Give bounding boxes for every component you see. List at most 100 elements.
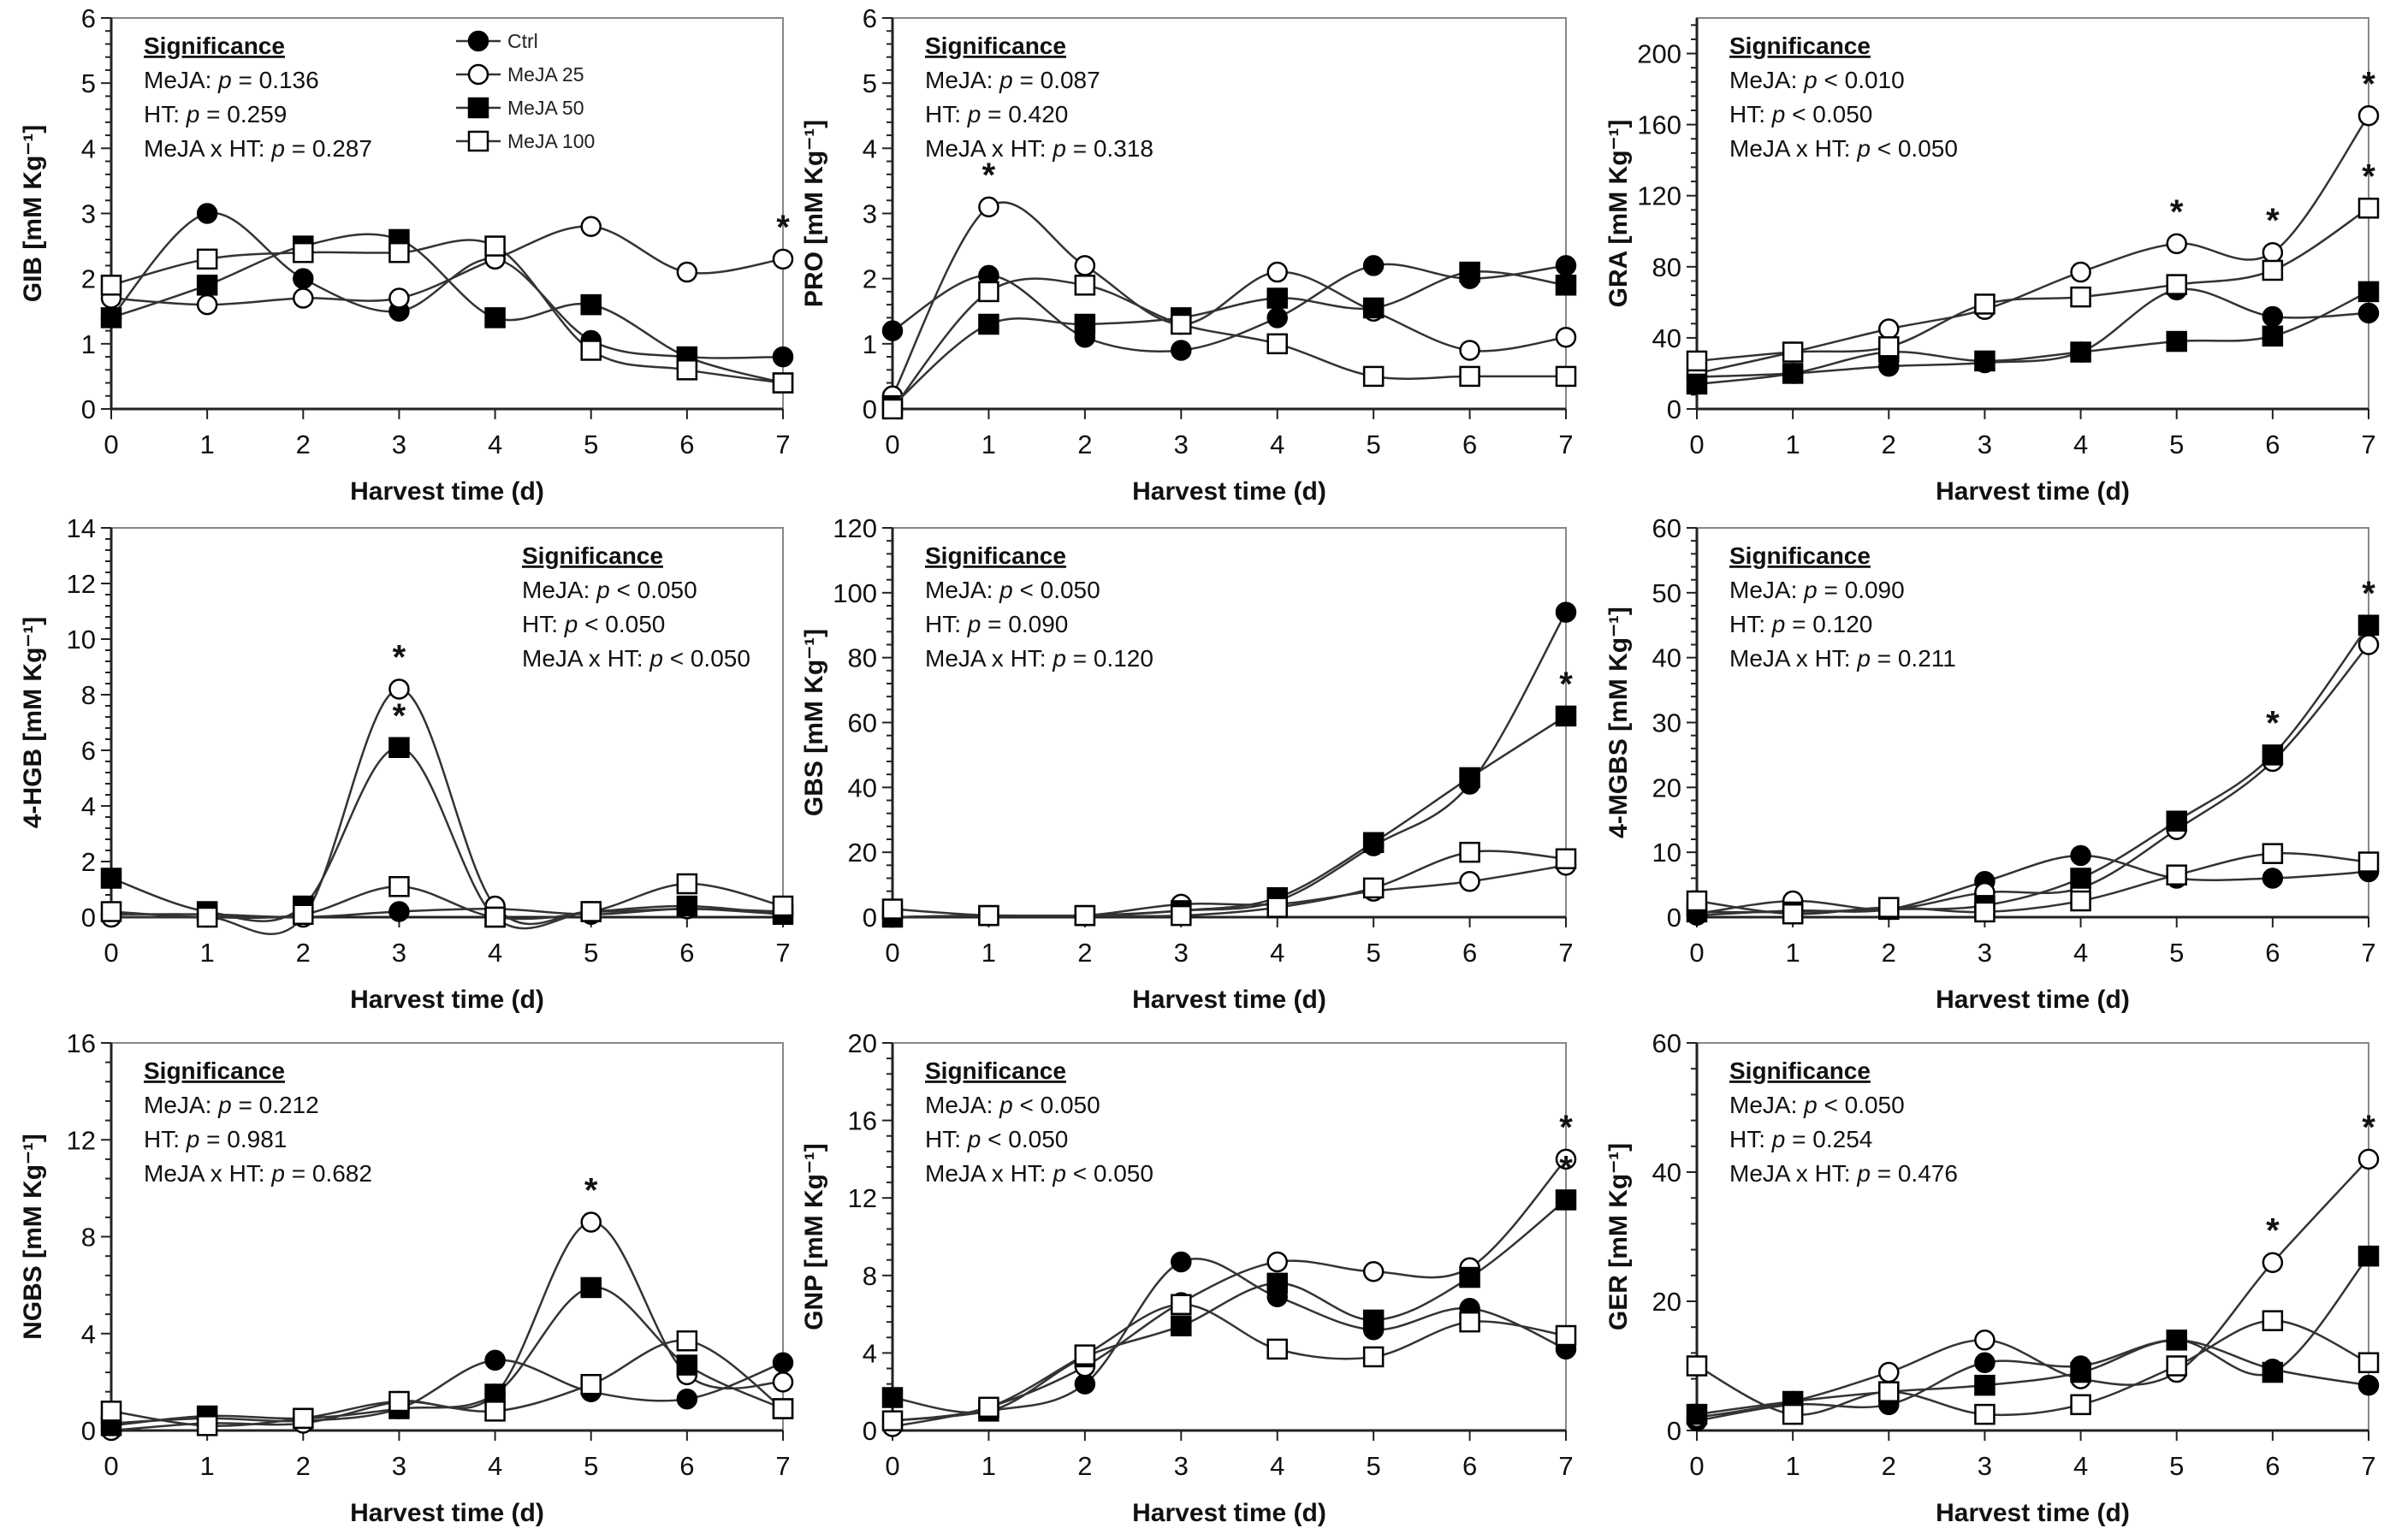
y-tick-label: 0 bbox=[863, 903, 877, 933]
legend-label: MeJA 100 bbox=[507, 130, 595, 152]
open-square-marker bbox=[1171, 1294, 1192, 1316]
open-circle-marker bbox=[196, 293, 218, 316]
open-square-marker bbox=[1974, 293, 1996, 315]
significance-factor: HT: bbox=[1729, 101, 1772, 127]
open-square-marker bbox=[1362, 1346, 1385, 1368]
open-square-marker bbox=[2262, 1310, 2284, 1331]
open-square-marker bbox=[881, 898, 904, 920]
open-square-marker bbox=[293, 1407, 314, 1430]
open-circle-marker bbox=[1555, 326, 1577, 348]
open-square-marker bbox=[1171, 313, 1192, 335]
series-meja-25 bbox=[1686, 1148, 2380, 1429]
p-value: < 0.050 bbox=[663, 645, 750, 672]
series-meja-100 bbox=[100, 235, 794, 394]
x-tick-label: 6 bbox=[2265, 429, 2280, 459]
open-square-marker bbox=[2070, 286, 2091, 308]
significance-star: * bbox=[1559, 1109, 1573, 1146]
y-tick-label: 20 bbox=[848, 1028, 877, 1058]
significance-factor: MeJA: bbox=[522, 577, 596, 603]
p-value: = 0.318 bbox=[1066, 135, 1153, 162]
open-circle-marker bbox=[1074, 255, 1096, 276]
significance-line: MeJA: p = 0.087 bbox=[925, 67, 1100, 93]
significance-star: * bbox=[584, 1172, 598, 1210]
p-value: = 0.120 bbox=[1785, 611, 1872, 637]
open-square-marker bbox=[1878, 336, 1900, 358]
filled-square-marker bbox=[1686, 373, 1708, 395]
filled-square-marker bbox=[2357, 281, 2380, 303]
x-tick-label: 6 bbox=[679, 429, 694, 459]
p-symbol: p bbox=[217, 67, 232, 93]
x-axis-title: Harvest time (d) bbox=[350, 986, 544, 1014]
p-value: < 0.050 bbox=[578, 611, 665, 637]
filled-square-marker bbox=[1555, 275, 1577, 296]
open-circle-marker bbox=[1555, 1148, 1577, 1170]
y-axis-title: PRO [mM Kg⁻¹] bbox=[800, 120, 828, 307]
open-square-marker bbox=[100, 901, 122, 922]
p-value: < 0.050 bbox=[1013, 1092, 1100, 1118]
p-symbol: p bbox=[1771, 1126, 1786, 1152]
p-symbol: p bbox=[1856, 135, 1871, 162]
y-axis-title: 4-MGBS [mM Kg⁻¹] bbox=[1604, 607, 1633, 838]
y-tick-label: 12 bbox=[67, 569, 96, 599]
chart-panel-gbs: 0 20 40 60 80 100 120 0 1 2 3 4 5 6 7 Harvest time (d) G… bbox=[800, 513, 1577, 1014]
x-tick-label: 5 bbox=[1367, 1451, 1381, 1481]
filled-square-marker bbox=[978, 313, 999, 335]
significance-line: HT: p = 0.120 bbox=[1729, 611, 1872, 637]
significance-line: MeJA x HT: p = 0.682 bbox=[144, 1160, 372, 1187]
p-symbol: p bbox=[967, 1126, 981, 1152]
x-tick-label: 2 bbox=[296, 1451, 311, 1481]
y-tick-label: 80 bbox=[1652, 252, 1681, 282]
filled-square-marker bbox=[1686, 1403, 1708, 1425]
filled-square-marker bbox=[2070, 868, 2091, 889]
y-tick-label: 1 bbox=[863, 329, 877, 359]
series-meja-50 bbox=[1686, 1245, 2380, 1425]
filled-square-marker bbox=[2166, 1330, 2187, 1351]
open-square-marker bbox=[1266, 1338, 1288, 1360]
y-tick-label: 40 bbox=[848, 773, 877, 803]
significance-line: MeJA: p < 0.050 bbox=[1729, 1092, 1905, 1118]
x-axis-title: Harvest time (d) bbox=[350, 1499, 544, 1527]
y-tick-label: 4 bbox=[863, 1338, 877, 1368]
x-axis-title: Harvest time (d) bbox=[1132, 986, 1326, 1014]
p-value: = 0.981 bbox=[199, 1126, 287, 1152]
filled-square-marker bbox=[196, 275, 218, 296]
p-symbol: p bbox=[1771, 101, 1786, 127]
y-tick-label: 60 bbox=[1652, 513, 1681, 543]
filled-square-marker bbox=[1362, 1309, 1385, 1331]
p-value: = 0.120 bbox=[1066, 645, 1153, 672]
y-tick-label: 3 bbox=[863, 199, 877, 229]
y-axis-title: GRA [mM Kg⁻¹] bbox=[1604, 120, 1633, 308]
x-tick-label: 7 bbox=[1558, 938, 1573, 968]
p-symbol: p bbox=[1771, 611, 1786, 637]
series-line bbox=[111, 688, 784, 935]
x-tick-label: 1 bbox=[1786, 429, 1800, 459]
x-tick-label: 0 bbox=[104, 938, 118, 968]
filled-square-marker bbox=[2357, 614, 2380, 636]
y-tick-label: 0 bbox=[1667, 394, 1681, 424]
significance-line: MeJA: p < 0.050 bbox=[522, 577, 697, 603]
x-tick-label: 1 bbox=[1786, 1451, 1800, 1481]
chart-panel-4-mgbs: 0 10 20 30 40 50 60 0 1 2 3 4 5 6 7 Harvest time (d) 4-M… bbox=[1604, 513, 2380, 1014]
filled-square-marker bbox=[484, 307, 506, 329]
significance-star: * bbox=[982, 157, 996, 194]
significance-line: HT: p < 0.050 bbox=[522, 611, 665, 637]
significance-factor: HT: bbox=[925, 101, 968, 127]
open-square-marker bbox=[580, 901, 602, 922]
significance-factor: HT: bbox=[1729, 611, 1772, 637]
x-tick-label: 7 bbox=[1558, 429, 1573, 459]
filled-circle-marker bbox=[1266, 307, 1288, 329]
p-symbol: p bbox=[564, 611, 578, 637]
x-tick-label: 6 bbox=[2265, 1451, 2280, 1481]
open-square-marker bbox=[1074, 275, 1096, 296]
x-tick-label: 1 bbox=[200, 1451, 215, 1481]
x-tick-label: 7 bbox=[2361, 429, 2375, 459]
p-value: < 0.050 bbox=[981, 1126, 1068, 1152]
y-tick-label: 30 bbox=[1652, 708, 1681, 738]
x-axis-title: Harvest time (d) bbox=[1132, 477, 1326, 506]
x-tick-label: 4 bbox=[1270, 1451, 1284, 1481]
open-square-marker bbox=[388, 876, 410, 897]
open-circle-marker bbox=[772, 1371, 794, 1393]
x-tick-label: 5 bbox=[1367, 429, 1381, 459]
